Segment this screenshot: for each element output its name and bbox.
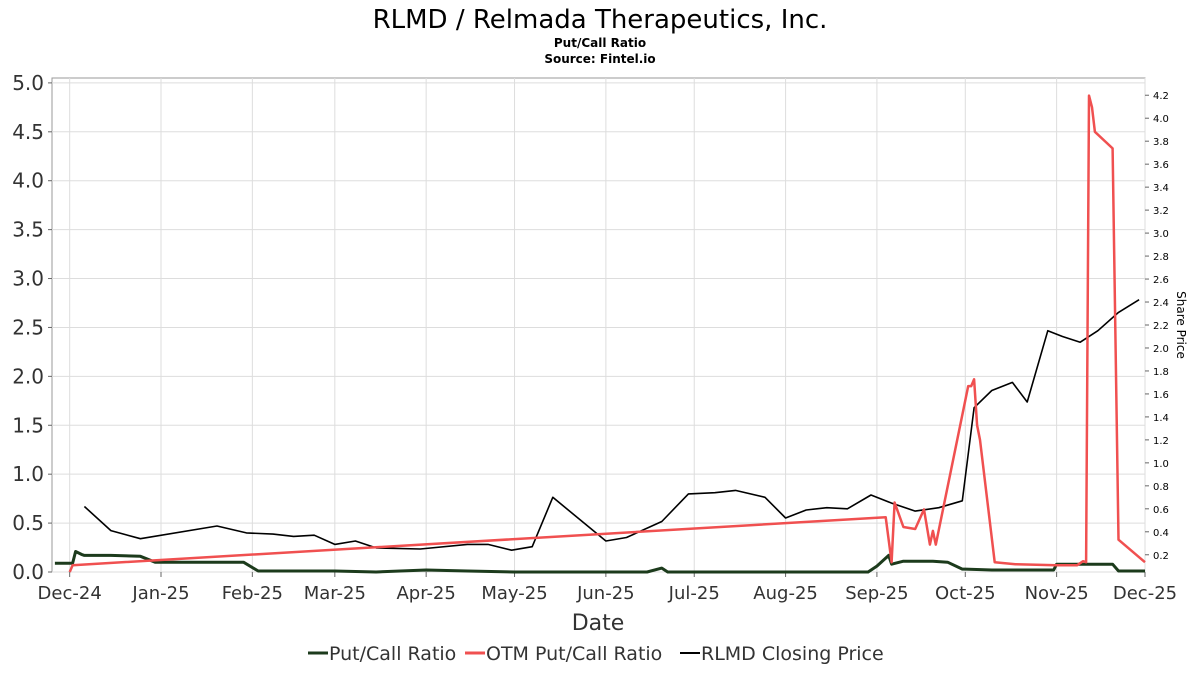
left-tick-label: 1.5 [12,413,44,437]
x-tick-label: Dec-24 [38,583,102,604]
right-tick-label: 4.0 [1153,114,1169,125]
right-tick-label: 0.8 [1153,482,1169,493]
left-tick-label: 4.0 [12,169,44,193]
chart-source: Source: Fintel.io [544,52,655,66]
left-tick-label: 5.0 [12,71,44,95]
x-tick-label: Mar-25 [304,583,366,604]
right-tick-label: 2.8 [1153,252,1169,263]
right-tick-label: 3.8 [1153,137,1169,148]
left-tick-label: 2.5 [12,315,44,339]
x-tick-label: Dec-25 [1113,583,1177,604]
right-tick-label: 2.2 [1153,321,1169,332]
right-tick-label: 1.0 [1153,459,1169,470]
right-tick-label: 2.0 [1153,344,1169,355]
left-tick-label: 3.5 [12,218,44,242]
right-tick-label: 1.4 [1153,413,1169,424]
right-tick-label: 2.6 [1153,275,1169,286]
right-tick-label: 3.4 [1153,183,1169,194]
x-tick-label: Feb-25 [222,583,283,604]
right-tick-label: 3.0 [1153,229,1169,240]
chart-subtitle: Put/Call Ratio [554,36,646,50]
plot-area [51,77,1146,573]
series-line-rlmd-closing-price [83,299,1140,552]
right-axis-ticks: 0.2 0.4 0.6 0.8 1.0 1.2 1.4 1.6 1.8 2.0 2.2 2.4 2.6 2… [1145,91,1169,562]
left-tick-label: 2.0 [12,364,44,388]
x-tick-label: May-25 [481,583,547,604]
right-tick-label: 0.2 [1153,551,1169,562]
x-axis-ticks: Dec-24 Jan-25 Feb-25 Mar-25 Apr-25 May-25 Jun-… [38,572,1177,604]
right-tick-label: 3.2 [1153,206,1169,217]
legend-label-put-call-ratio: Put/Call Ratio [329,643,456,665]
x-axis-label: Date [572,611,625,636]
x-tick-label: Sep-25 [845,583,908,604]
series-line-otm-put-call-ratio [68,94,1146,573]
left-axis-ticks: 0.0 0.5 1.0 1.5 2.0 2.5 3.0 3.5 4.0 4.5 5.0 [12,71,52,584]
x-tick-label: Jan-25 [131,583,189,604]
right-tick-label: 1.2 [1153,436,1169,447]
left-tick-label: 4.5 [12,120,44,144]
right-tick-label: 0.4 [1153,528,1169,539]
x-tick-label: Nov-25 [1025,583,1089,604]
left-tick-label: 0.5 [12,511,44,535]
right-tick-label: 1.8 [1153,367,1169,378]
left-tick-label: 0.0 [12,560,44,584]
legend-label-rlmd-closing-price: RLMD Closing Price [701,643,884,665]
right-tick-label: 3.6 [1153,160,1169,171]
series-line-put-call-ratio [54,550,1145,574]
x-tick-label: Jun-25 [576,583,635,604]
x-tick-label: Jul-25 [668,583,720,604]
x-tick-label: Aug-25 [753,583,818,604]
right-axis-label: Share Price [1174,291,1188,359]
x-tick-label: Apr-25 [396,583,455,604]
x-tick-label: Oct-25 [935,583,996,604]
right-tick-label: 0.6 [1153,505,1169,516]
legend-label-otm-put-call-ratio: OTM Put/Call Ratio [486,643,662,665]
left-tick-label: 3.0 [12,267,44,291]
series-lines [54,94,1146,574]
chart-title: RLMD / Relmada Therapeutics, Inc. [373,5,828,35]
right-tick-label: 1.6 [1153,390,1169,401]
right-tick-label: 4.2 [1153,91,1169,102]
right-tick-label: 2.4 [1153,298,1169,309]
gridlines [52,78,1146,573]
left-tick-label: 1.0 [12,462,44,486]
legend: Put/Call Ratio OTM Put/Call Ratio RLMD Clo… [308,643,884,665]
